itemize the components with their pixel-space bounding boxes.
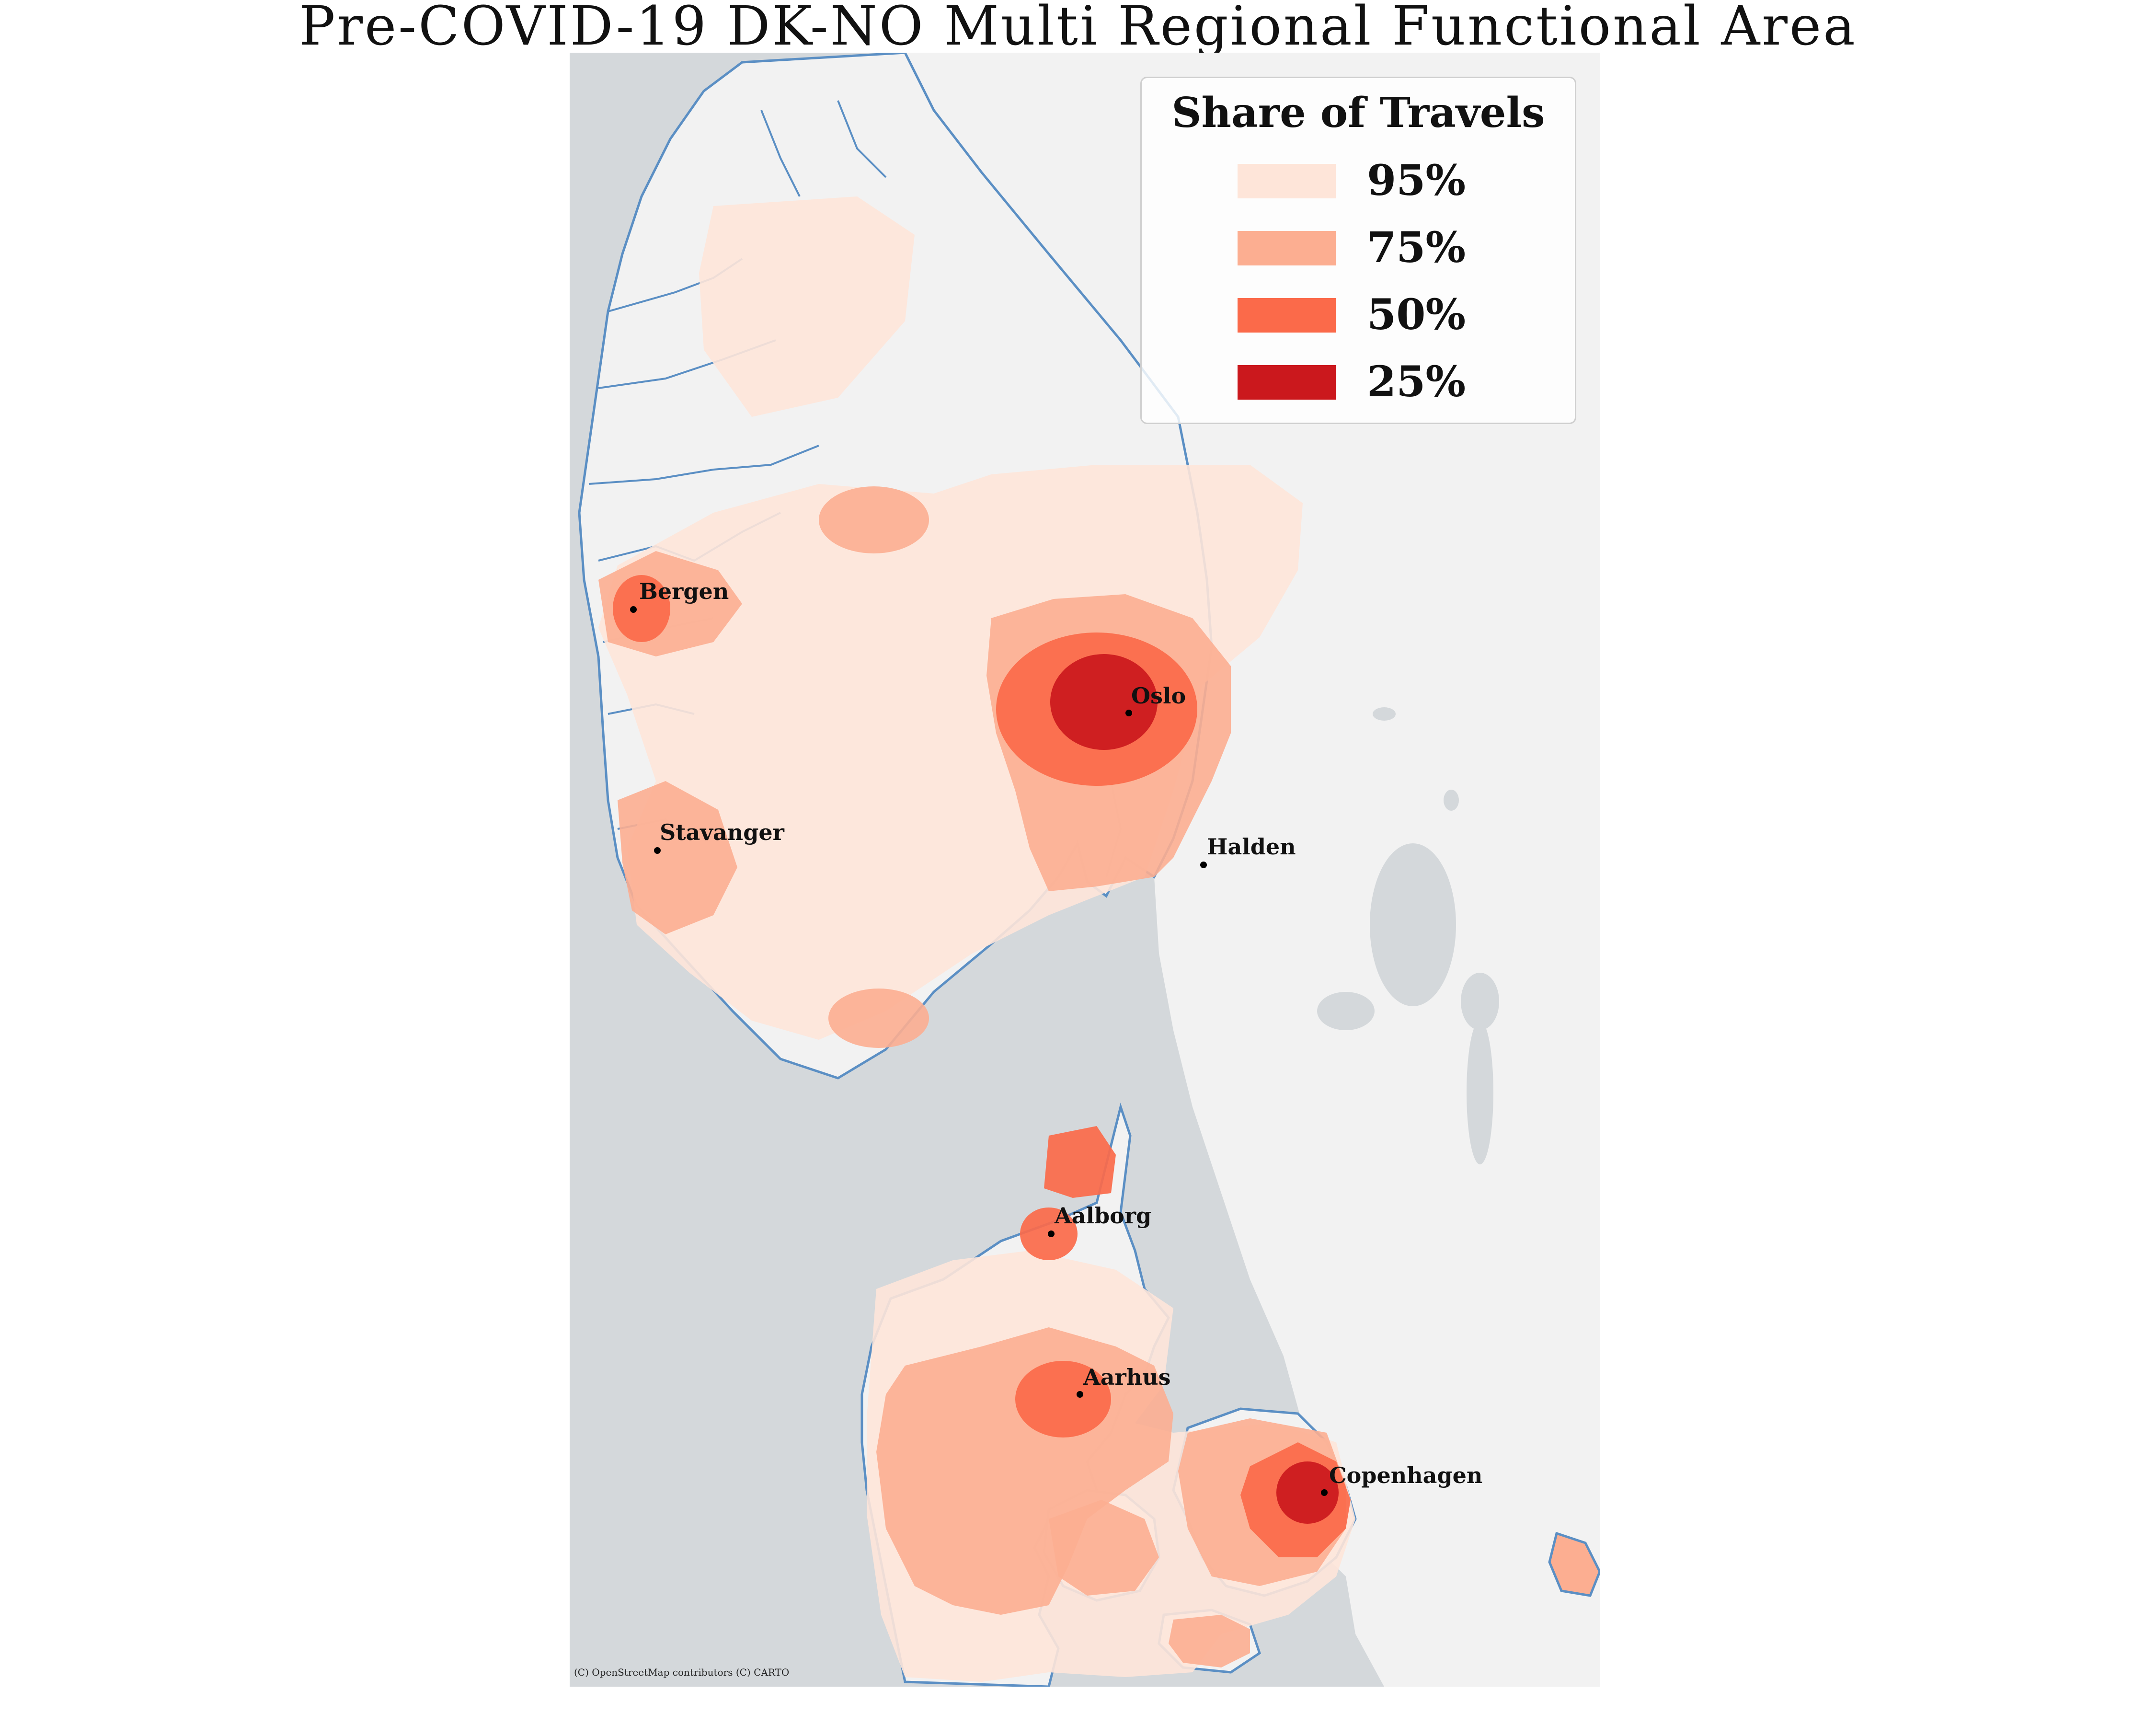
aalborg-marker[interactable]	[1048, 1230, 1055, 1237]
legend-label-95: 95%	[1367, 155, 1466, 205]
zone-25	[1050, 654, 1339, 1524]
legend-label-25: 25%	[1367, 356, 1466, 406]
city-label-halden: Halden	[1207, 834, 1296, 860]
legend-item-25: 25%	[1238, 358, 1563, 404]
aarhus-marker[interactable]	[1077, 1391, 1083, 1398]
city-label-oslo: Oslo	[1131, 683, 1186, 709]
map-title: Pre-COVID-19 DK-NO Multi Regional Functi…	[299, 0, 1857, 58]
legend-title: Share of Travels	[1171, 89, 1545, 137]
oslo-marker[interactable]	[1125, 710, 1132, 716]
city-label-aarhus: Aarhus	[1083, 1364, 1171, 1390]
legend-label-75: 75%	[1367, 222, 1466, 272]
legend-swatch-75	[1238, 231, 1336, 265]
legend-swatch-50	[1238, 298, 1336, 333]
legend-label-50: 50%	[1367, 289, 1466, 339]
legend-item-75: 75%	[1238, 224, 1563, 270]
sweden-lakes	[1317, 707, 1499, 1164]
legend-item-50: 50%	[1238, 291, 1563, 337]
city-markers	[630, 606, 1328, 1496]
bergen-marker[interactable]	[630, 606, 637, 613]
bornholm-land[interactable]	[1548, 1531, 1600, 1597]
sweden-land	[905, 53, 1600, 1687]
legend-swatch-25	[1238, 365, 1336, 400]
map-attribution: (C) OpenStreetMap contributors (C) CARTO	[574, 1667, 790, 1678]
city-label-stavanger: Stavanger	[660, 819, 785, 845]
legend-swatch-95	[1238, 164, 1336, 198]
halden-marker[interactable]	[1200, 862, 1207, 868]
city-label-copenhagen: Copenhagen	[1329, 1462, 1482, 1488]
stavanger-marker[interactable]	[654, 847, 661, 854]
legend: Share of Travels 95% 75% 50% 25%	[1140, 77, 1576, 424]
legend-item-95: 95%	[1238, 157, 1563, 203]
copenhagen-marker[interactable]	[1321, 1489, 1328, 1496]
city-label-bergen: Bergen	[639, 578, 729, 604]
city-label-aalborg: Aalborg	[1054, 1203, 1151, 1229]
